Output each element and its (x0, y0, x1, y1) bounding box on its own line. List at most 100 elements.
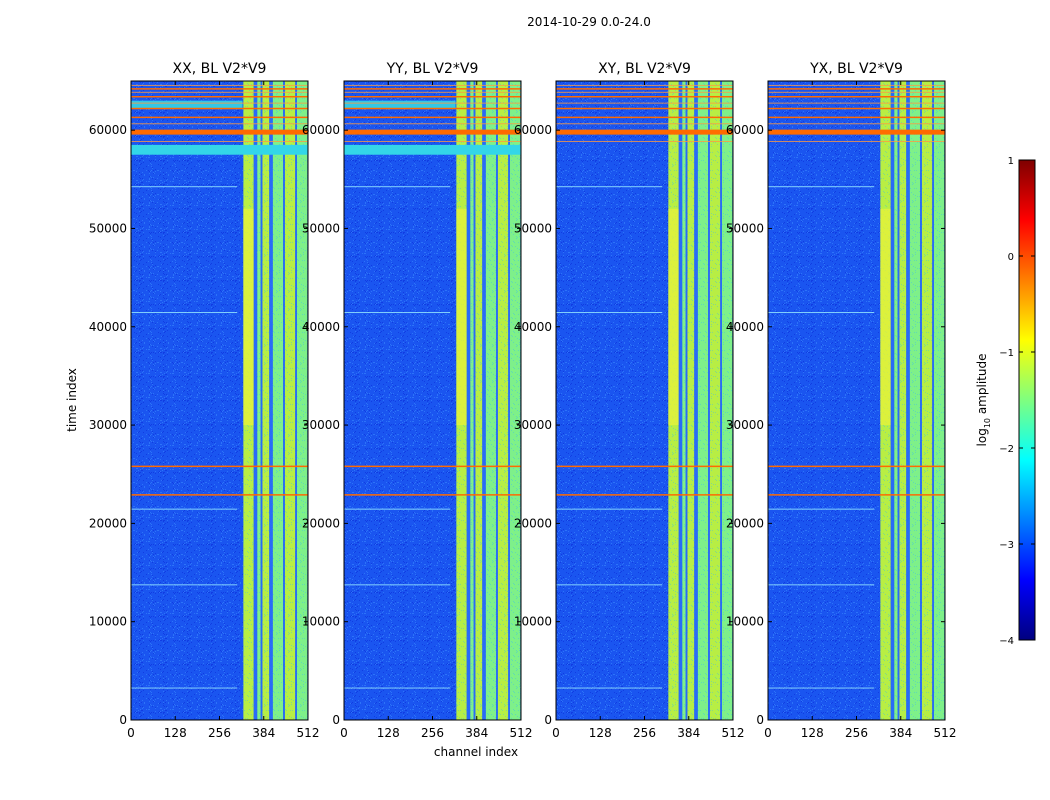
x-tick-label: 0 (552, 726, 560, 740)
hot-time-row (344, 123, 521, 125)
heatmap-image (344, 81, 521, 720)
y-tick-label: 30000 (89, 418, 127, 432)
y-tick-label: 40000 (89, 320, 127, 334)
bright-channel-hotspot (880, 208, 891, 426)
y-tick-label: 30000 (514, 418, 552, 432)
hot-time-row (344, 102, 521, 104)
colorbar: 1 0 −1 −2 −3 −4 log10 amplitude (975, 156, 1036, 647)
bright-channel-noise (509, 81, 521, 720)
hot-time-row (556, 91, 733, 93)
panel-2: 0 128 256 384 512 0 10000 20000 30000 40000 50000 6… (514, 61, 745, 740)
panel-title: XX, BL V2*V9 (173, 61, 267, 77)
cyan-streak (131, 687, 238, 689)
channel-gap (906, 81, 910, 720)
flagged-time-band (131, 100, 243, 109)
heatmap-image (556, 81, 733, 720)
x-tick-label: 128 (801, 726, 824, 740)
panels: 0 128 256 384 512 0 10000 20000 30000 40000 50000 6… (89, 61, 957, 740)
y-tick-label: 20000 (302, 516, 340, 530)
hot-time-row (131, 140, 308, 142)
channel-gap (920, 81, 922, 720)
x-tick-label: 384 (252, 726, 275, 740)
colorbar-label: log10 amplitude (975, 354, 992, 447)
x-tick-label: 384 (465, 726, 488, 740)
heatmap-image (768, 81, 945, 720)
colorbar-tick-label: −4 (999, 636, 1014, 647)
y-tick-label: 20000 (514, 516, 552, 530)
bright-channel-noise (485, 81, 497, 720)
flagged-time-band (344, 100, 456, 109)
x-tick-label: 512 (510, 726, 533, 740)
hot-time-row (131, 107, 308, 110)
hot-time-row (344, 91, 521, 93)
bright-channel-noise (933, 81, 945, 720)
y-tick-label: 0 (544, 713, 552, 727)
hot-time-row (344, 116, 521, 119)
y-axis-label: time index (65, 368, 79, 432)
y-tick-label: 60000 (302, 123, 340, 137)
colorbar-gradient (1018, 159, 1036, 641)
bright-channel-noise (721, 81, 733, 720)
bright-channel-noise (296, 81, 308, 720)
colorbar-tick-label: −1 (999, 348, 1014, 359)
hot-time-row (768, 91, 945, 93)
hot-time-row (344, 88, 521, 90)
x-tick-label: 384 (677, 726, 700, 740)
panel-title: XY, BL V2*V9 (598, 61, 691, 77)
cyan-streak (344, 687, 451, 689)
flagged-time-band (131, 144, 308, 155)
x-axis-label: channel index (434, 745, 518, 759)
hot-time-row (131, 123, 308, 125)
cyan-streak (768, 312, 875, 314)
y-tick-label: 40000 (514, 320, 552, 334)
bright-channel-hotspot (456, 208, 467, 426)
hot-time-row (556, 88, 733, 90)
bright-channel-hotspot (668, 208, 679, 426)
channel-gap (253, 81, 258, 720)
y-tick-label: 50000 (89, 221, 127, 235)
hot-time-row (344, 84, 521, 86)
bright-channel-noise (909, 81, 921, 720)
cyan-streak (556, 186, 663, 188)
cyan-streak (556, 687, 663, 689)
hot-time-row (131, 102, 308, 104)
heatmap-image (131, 81, 308, 720)
cyan-streak (131, 508, 238, 510)
y-tick-label: 0 (119, 713, 127, 727)
x-tick-label: 0 (127, 726, 135, 740)
hot-time-row (344, 494, 521, 496)
hot-time-row (556, 140, 733, 142)
hot-time-row (768, 123, 945, 125)
channel-gap (473, 81, 476, 720)
channel-gap (496, 81, 498, 720)
x-tick-label: 128 (377, 726, 400, 740)
bright-channel-noise (894, 81, 898, 720)
channel-gap (678, 81, 683, 720)
channel-gap (708, 81, 710, 720)
bright-channel-noise (470, 81, 474, 720)
x-tick-label: 256 (208, 726, 231, 740)
colorbar-tick-label: −2 (999, 444, 1014, 455)
cyan-streak (344, 508, 451, 510)
hot-time-row (556, 123, 733, 125)
cyan-streak (344, 584, 451, 586)
channel-gap (932, 81, 934, 720)
channel-gap (720, 81, 722, 720)
cyan-streak (131, 584, 238, 586)
y-tick-label: 0 (332, 713, 340, 727)
bright-channel-noise (709, 81, 721, 720)
hot-time-row (768, 102, 945, 104)
bright-channel-noise (697, 81, 709, 720)
y-tick-label: 20000 (726, 516, 764, 530)
channel-gap (269, 81, 273, 720)
cyan-streak (344, 312, 451, 314)
hot-time-row (131, 95, 308, 98)
bright-channel-noise (497, 81, 509, 720)
hot-time-row (344, 95, 521, 98)
panel-0: 0 128 256 384 512 0 10000 20000 30000 40000 50000 6… (89, 61, 320, 740)
channel-gap (482, 81, 486, 720)
bright-channel-noise (687, 81, 695, 720)
hot-time-row (131, 116, 308, 119)
panel-title: YY, BL V2*V9 (386, 61, 479, 77)
y-tick-label: 60000 (726, 123, 764, 137)
